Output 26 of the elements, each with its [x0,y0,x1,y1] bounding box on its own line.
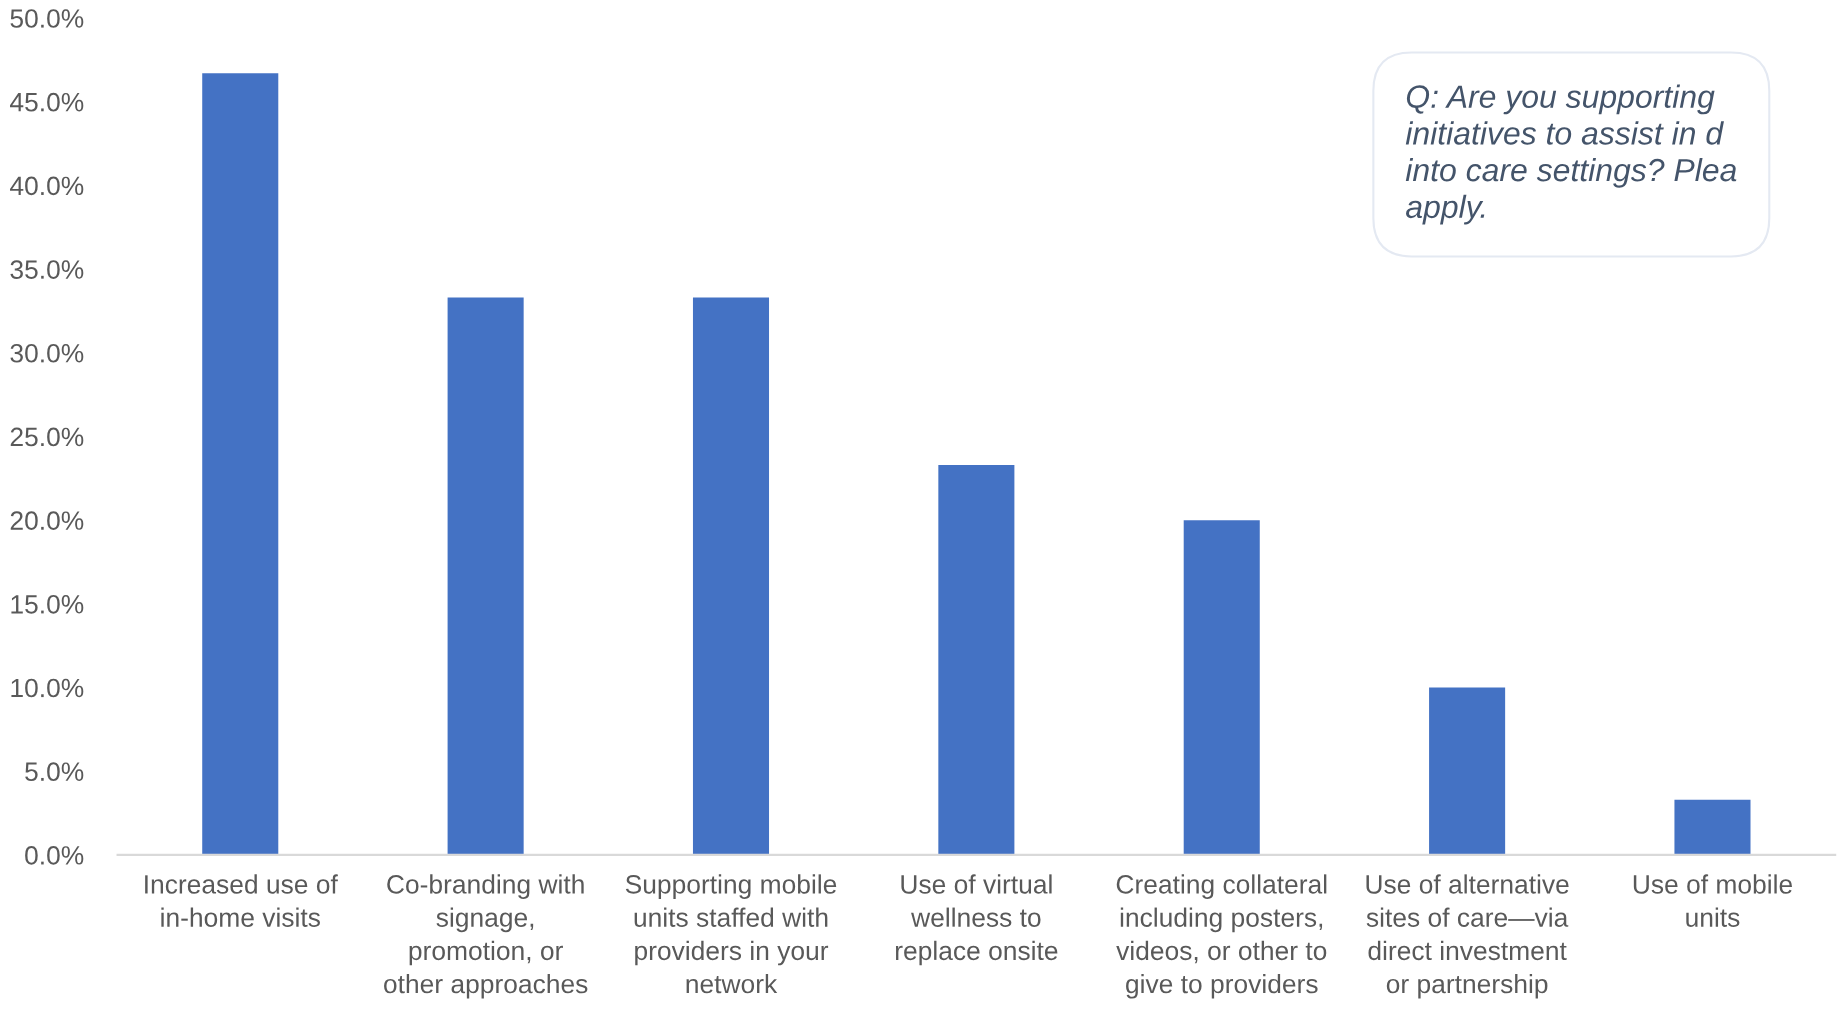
x-tick-label: Use of virtual wellness to replace onsite [895,874,1058,966]
x-tick-label: Increased use of in-home visits [145,874,338,927]
y-tick-label: 50.0% [10,9,84,28]
x-tick-label: Creating collateral including posters, videos, or other to give to providers [1116,874,1327,999]
x-tick-label: Use of mobile units [1633,874,1792,927]
bar [202,73,279,855]
bar [938,464,1015,855]
bar [1183,520,1260,855]
bar [692,297,770,855]
y-tick-label: 20.0% [10,511,84,530]
y-tick-label: 5.0% [25,762,84,782]
bar [447,297,524,855]
y-tick-label: 40.0% [10,176,84,196]
y-tick-label: 45.0% [10,92,84,112]
x-tick-label: Co-branding with signage, promotion, or other approaches [384,874,588,999]
y-tick-label: 0.0% [25,846,84,865]
x-tick-label: Use of alternative sites of care—via direct investment or partnership [1366,874,1569,999]
y-tick-label: 15.0% [11,594,84,614]
bar [1674,799,1751,855]
bar [1429,687,1506,855]
y-tick-label: 35.0% [10,260,84,279]
y-tick-label: 30.0% [10,343,84,363]
x-tick-label: Supporting mobile units staffed with providers in your network [625,874,837,994]
y-tick-label: 10.0% [11,678,84,698]
annotation: Q: Are you supporting initiatives to assist in d into care settings? Plea apply. [1405,84,1737,225]
y-tick-label: 25.0% [10,427,84,447]
